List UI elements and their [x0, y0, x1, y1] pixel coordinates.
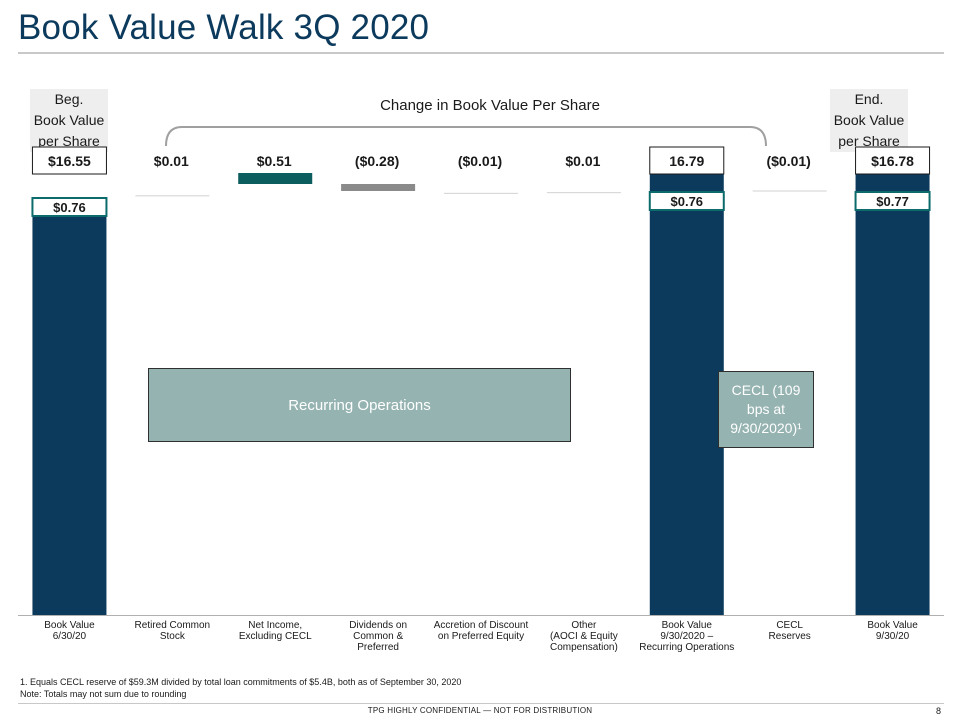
- cecl-callout-label: CECL (109 bps at 9/30/2020)¹: [730, 382, 802, 436]
- bar-increase: [135, 195, 210, 197]
- value-label-box: [855, 146, 931, 175]
- cecl-callout: CECL (109 bps at 9/30/2020)¹: [718, 371, 814, 448]
- secondary-label-box: [648, 191, 725, 211]
- value-label-box: [649, 146, 725, 175]
- beginning-book-value-header: Beg. Book Value per Share: [30, 89, 108, 152]
- category-label: Other (AOCI & Equity Compensation): [550, 620, 618, 653]
- footer-divider: [18, 703, 944, 704]
- ending-header-line-2: Book Value: [833, 112, 905, 128]
- value-label: ($0.01): [766, 153, 810, 169]
- secondary-value-label: $0.76: [671, 194, 704, 209]
- bar-decrease: [752, 190, 827, 192]
- bar-decrease: [341, 184, 416, 191]
- ending-header-line-3: per Share: [838, 133, 900, 149]
- bar-total: [855, 166, 930, 615]
- value-label: $0.01: [154, 153, 189, 169]
- value-label: $0.01: [565, 153, 600, 169]
- value-label: $16.78: [871, 153, 914, 169]
- bar-increase: [546, 192, 621, 194]
- ending-header-line-1: End.: [854, 91, 884, 107]
- category-label: Net Income, Excluding CECL: [239, 620, 312, 642]
- category-label: Dividends on Common & Preferred: [349, 620, 407, 653]
- value-label: $16.55: [48, 153, 91, 169]
- footnote-1: 1. Equals CECL reserve of $59.3M divided…: [20, 677, 462, 687]
- beginning-header-line-3: per Share: [38, 133, 100, 149]
- secondary-label-box: [854, 191, 931, 211]
- waterfall-chart: $16.55 $0.01 $0.51 ($0.28) ($0.01) $0.01 16.79…: [18, 126, 944, 653]
- page-number: 8: [936, 706, 942, 716]
- change-in-book-value-label: Change in Book Value Per Share: [380, 97, 600, 114]
- category-label: Book Value 6/30/20: [44, 620, 95, 642]
- recurring-operations-callout: Recurring Operations: [148, 368, 571, 442]
- secondary-label-box: [31, 197, 108, 217]
- footnote-note: Note: Totals may not sum due to rounding: [20, 689, 187, 699]
- secondary-value-label: $0.77: [876, 194, 909, 209]
- bar-total: [649, 164, 724, 615]
- value-label: ($0.01): [458, 153, 502, 169]
- bar-decrease: [444, 192, 518, 194]
- bar-total: [32, 212, 107, 615]
- category-label: Accretion of Discount on Preferred Equity: [434, 620, 529, 642]
- value-label: 16.79: [669, 153, 704, 169]
- category-label: CECL Reserves: [769, 620, 811, 642]
- value-label-box: [31, 146, 107, 175]
- category-label: Retired Common Stock: [135, 620, 211, 642]
- beginning-header-line-2: Book Value: [33, 112, 105, 128]
- beginning-header-line-1: Beg.: [54, 91, 84, 107]
- ending-book-value-header: End. Book Value per Share: [830, 89, 908, 152]
- secondary-value-label: $0.76: [53, 200, 86, 215]
- value-label: ($0.28): [355, 153, 399, 169]
- bar-increase: [238, 173, 313, 184]
- title-divider: [18, 52, 944, 54]
- page-title: Book Value Walk 3Q 2020: [18, 8, 430, 47]
- category-label: Book Value 9/30/2020 – Recurring Operation…: [639, 620, 734, 653]
- value-label: $0.51: [257, 153, 292, 169]
- recurring-operations-label: Recurring Operations: [288, 396, 431, 414]
- category-label: Book Value 9/30/20: [867, 620, 918, 642]
- change-section-brace: [165, 126, 767, 147]
- confidential-notice: TPG HIGHLY CONFIDENTIAL — NOT FOR DISTRI…: [367, 706, 593, 715]
